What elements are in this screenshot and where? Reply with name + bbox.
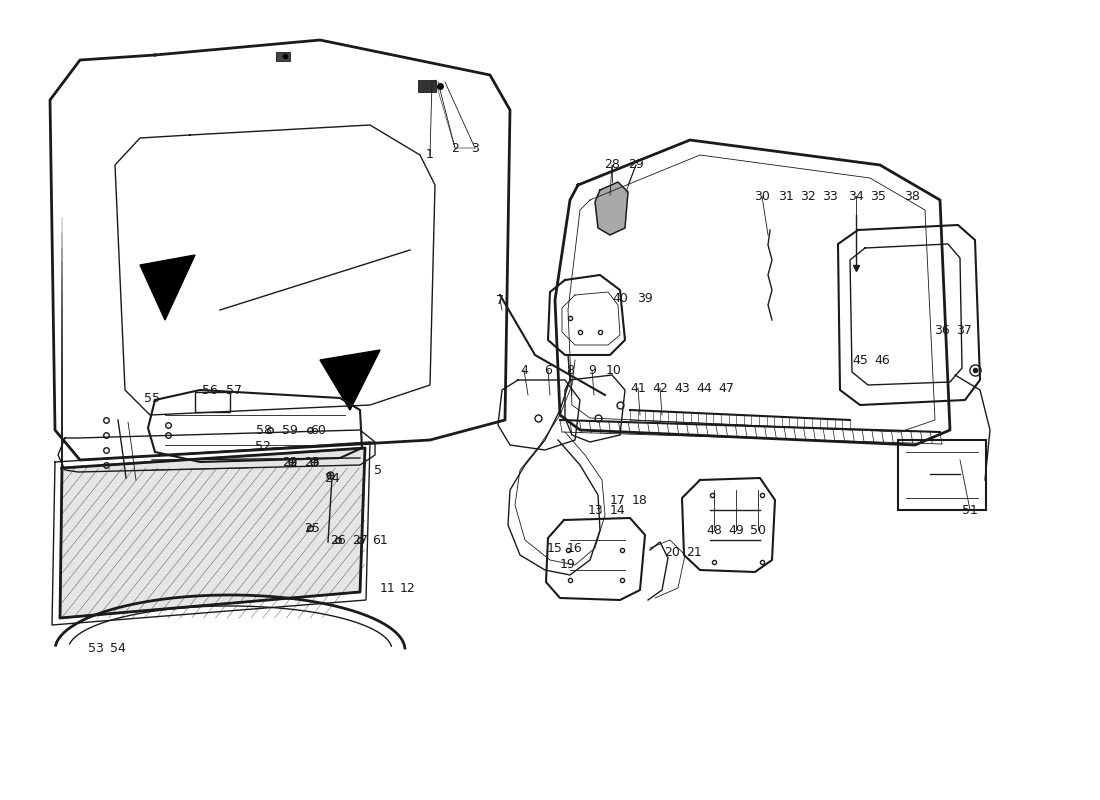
Text: 38: 38	[904, 190, 920, 202]
Text: 2: 2	[451, 142, 459, 154]
Text: 39: 39	[637, 291, 653, 305]
Text: 12: 12	[400, 582, 416, 594]
Text: 29: 29	[628, 158, 643, 171]
Text: 54: 54	[110, 642, 125, 654]
Text: 11: 11	[381, 582, 396, 594]
Text: 26: 26	[330, 534, 345, 546]
Text: 31: 31	[778, 190, 794, 202]
Text: 51: 51	[962, 503, 978, 517]
Bar	[898, 440, 986, 510]
Text: 47: 47	[718, 382, 734, 394]
Polygon shape	[320, 350, 379, 410]
Text: 19: 19	[560, 558, 576, 571]
Text: 32: 32	[800, 190, 816, 202]
Text: 43: 43	[674, 382, 690, 394]
Text: 40: 40	[612, 291, 628, 305]
Text: 44: 44	[696, 382, 712, 394]
Text: 28: 28	[604, 158, 620, 171]
Text: 35: 35	[870, 190, 886, 202]
Text: 20: 20	[664, 546, 680, 558]
Text: 48: 48	[706, 523, 722, 537]
Text: 24: 24	[324, 471, 340, 485]
Text: 27: 27	[352, 534, 367, 546]
Text: 14: 14	[610, 503, 626, 517]
Text: 41: 41	[630, 382, 646, 394]
Text: 34: 34	[848, 190, 864, 202]
Polygon shape	[60, 448, 365, 618]
Text: 57: 57	[226, 383, 242, 397]
Polygon shape	[595, 182, 628, 235]
Text: 25: 25	[304, 522, 320, 534]
Text: 30: 30	[755, 190, 770, 202]
Text: 23: 23	[304, 455, 320, 469]
Text: 33: 33	[822, 190, 838, 202]
Text: 49: 49	[728, 523, 744, 537]
Text: 42: 42	[652, 382, 668, 394]
Text: 45: 45	[852, 354, 868, 366]
Text: 37: 37	[956, 323, 972, 337]
Text: 1: 1	[426, 149, 433, 162]
Text: 3: 3	[471, 142, 478, 154]
Text: 22: 22	[282, 455, 298, 469]
Polygon shape	[140, 255, 195, 320]
Text: 55: 55	[144, 391, 159, 405]
Text: 16: 16	[568, 542, 583, 554]
Text: 46: 46	[874, 354, 890, 366]
Text: 4: 4	[520, 363, 528, 377]
Text: 5: 5	[374, 463, 382, 477]
Text: 56: 56	[202, 383, 218, 397]
Text: 61: 61	[372, 534, 388, 546]
Bar	[195, 392, 230, 412]
Text: 21: 21	[686, 546, 702, 558]
Bar	[276, 52, 290, 61]
Text: 6: 6	[544, 363, 552, 377]
Text: 53: 53	[88, 642, 103, 654]
Text: 58: 58	[256, 423, 272, 437]
Text: 9: 9	[588, 363, 596, 377]
Text: 8: 8	[566, 363, 574, 377]
Text: 60: 60	[310, 423, 326, 437]
Text: 10: 10	[606, 363, 621, 377]
Text: 18: 18	[632, 494, 648, 506]
Text: 50: 50	[750, 523, 766, 537]
Text: 13: 13	[588, 503, 604, 517]
Text: 7: 7	[496, 294, 504, 306]
Text: 59: 59	[282, 423, 298, 437]
Text: 36: 36	[934, 323, 950, 337]
Text: 52: 52	[255, 439, 271, 453]
Text: 17: 17	[610, 494, 626, 506]
Bar	[418, 80, 436, 92]
Text: 15: 15	[547, 542, 563, 554]
